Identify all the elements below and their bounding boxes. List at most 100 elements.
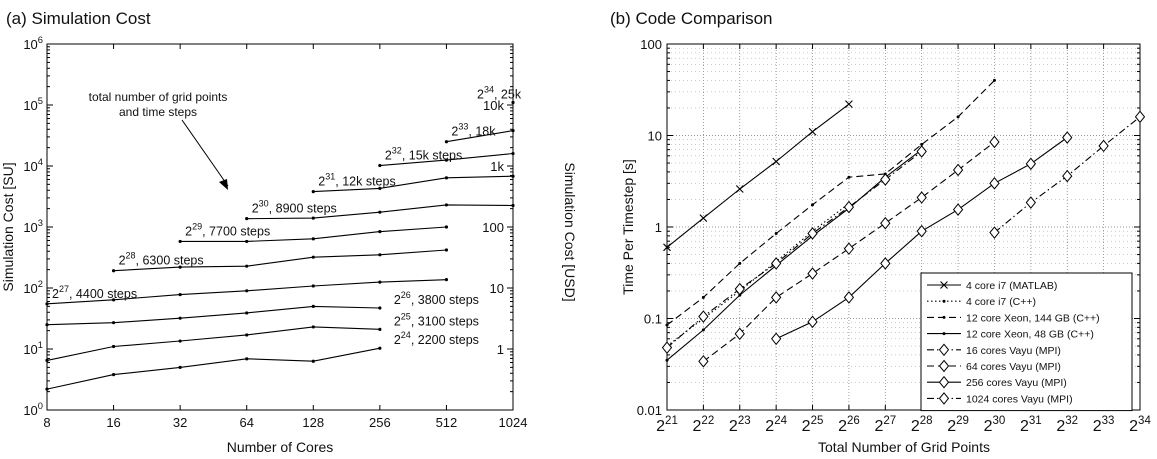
chart-a-point [45, 323, 49, 327]
chart-b-xtick-label: 224 [765, 415, 787, 435]
chart-b-point [701, 295, 705, 299]
chart-a-ytick-label: 102 [23, 279, 43, 296]
chart-a-ylabel: Simulation Cost [SU] [0, 162, 16, 291]
chart-a-annotation-line2: and time steps [119, 105, 197, 119]
chart-a-point [378, 163, 382, 168]
chart-a-ytick-label: 103 [23, 218, 43, 235]
chart-b-point [771, 257, 782, 270]
chart-a-ytick-label: 105 [23, 96, 43, 113]
chart-b-point [989, 135, 1000, 149]
chart-a-series-line [46, 305, 380, 326]
chart-a-y2tick-label: 1k [490, 159, 504, 174]
chart-a-series-label: 228, 6300 steps [119, 251, 204, 268]
chart-b-point [663, 243, 671, 252]
chart-a-xtick-label: 256 [369, 415, 391, 430]
chart-a-point [378, 186, 382, 190]
chart-b-grid [667, 44, 1140, 410]
chart-a-point [45, 358, 49, 363]
chart-b-ytick-label: 0.01 [637, 403, 662, 418]
chart-b-point [808, 127, 817, 136]
chart-b-legend-marker [942, 315, 946, 319]
chart-b-point [1134, 110, 1146, 124]
chart-b-point [916, 191, 927, 204]
chart-b-point [698, 310, 709, 323]
chart-a-point [178, 316, 182, 320]
chart-a-point [378, 306, 382, 310]
chart-b-legend-marker [938, 375, 950, 389]
chart-b-point [989, 177, 1000, 190]
chart-a-point [311, 359, 315, 363]
chart-b-point [665, 358, 669, 362]
chart-a-ytick-label: 100 [23, 401, 43, 418]
chart-a-series-label: 225, 3100 steps [394, 311, 479, 328]
chart-b-series-line [666, 149, 923, 361]
chart-a-series-label: 234, 25k [477, 84, 522, 101]
chart-b-xtick-label: 232 [1056, 415, 1078, 435]
chart-b-point [661, 341, 673, 354]
chart-a-series-line [46, 326, 380, 361]
chart-b-legend-label: 64 cores Vayu (MPI) [966, 361, 1061, 373]
chart-b-point [699, 214, 708, 223]
chart-a-xtick-label: 16 [106, 415, 120, 430]
chart-a-series-label: 224, 2200 steps [394, 330, 479, 347]
chart-a-point [311, 255, 315, 259]
chart-b-xtick-label: 221 [656, 415, 678, 435]
chart-a-point [178, 365, 182, 369]
chart-b-point [952, 203, 964, 216]
chart-b-axes: 221 222 223 224 225 226 227 228 229 230 231 232 233 2… [637, 37, 1152, 435]
chart-a-point [245, 289, 249, 293]
chart-b-point [916, 145, 927, 158]
chart-b-xtick-label: 226 [838, 415, 860, 435]
chart-a-point [311, 190, 315, 194]
chart-b-point [920, 142, 924, 146]
chart-a-xtick-label: 512 [436, 415, 458, 430]
chart-a-series-line [113, 249, 447, 272]
chart-b-point [989, 226, 1000, 239]
chart-a-series-line [446, 130, 514, 143]
chart-b-point [880, 173, 891, 186]
chart-b-point [771, 332, 782, 346]
chart-a-series-label: 233, 18k [451, 122, 496, 139]
chart-b-legend-label: 1024 cores Vayu (MPI) [966, 393, 1073, 405]
chart-a-point [378, 346, 382, 350]
chart-a-point [178, 292, 182, 297]
chart-b-point [845, 100, 853, 109]
chart-a-series: 224, 2200 steps 225, 3100 steps 226, 3800 … [45, 84, 522, 391]
chart-b-point [847, 175, 851, 179]
chart-a-y2tick-label: 10 [490, 281, 504, 296]
chart-b-series [661, 78, 1146, 368]
chart-a-point [378, 280, 382, 284]
chart-b-legend-marker [938, 392, 950, 405]
chart-b-point [880, 257, 891, 270]
chart-a-point [311, 325, 315, 329]
chart-b-point [665, 323, 669, 327]
chart-a-xtick-label: 8 [43, 415, 50, 430]
chart-a-annotation-arrow-head [219, 179, 228, 190]
chart-a-xtick-label: 32 [173, 415, 187, 430]
chart-b-point [1062, 131, 1073, 144]
chart-a-series-line [46, 347, 381, 390]
chart-b-xlabel: Total Number of Grid Points [818, 439, 990, 455]
chart-b-legend-marker [938, 359, 950, 373]
chart-a-point [178, 339, 182, 343]
chart-b-point [1025, 157, 1036, 171]
chart-b-point [916, 224, 927, 238]
chart-b-point [811, 203, 815, 207]
chart-b-legend-marker [940, 281, 948, 289]
chart-b-xtick-label: 223 [729, 415, 751, 435]
chart-a-point [45, 302, 49, 306]
chart-a-point [444, 140, 449, 144]
chart-a-point [245, 357, 249, 361]
chart-a-point [111, 298, 116, 302]
chart-b-xtick-label: 229 [947, 415, 969, 435]
chart-b-ytick-label: 1 [655, 220, 662, 235]
chart-a-xtick-label: 128 [302, 415, 324, 430]
chart-a-point [311, 304, 315, 308]
chart-a-point [245, 333, 249, 337]
chart-b-legend: 4 core i7 (MATLAB) 4 core i7 (C++) 12 core… [920, 272, 1133, 412]
chart-b-point [843, 200, 855, 214]
chart-b-point [952, 163, 964, 177]
chart-a-point [511, 151, 515, 156]
chart-b-legend-label: 12 core Xeon, 48 GB (C++) [966, 329, 1094, 341]
chart-b-point [774, 231, 778, 235]
